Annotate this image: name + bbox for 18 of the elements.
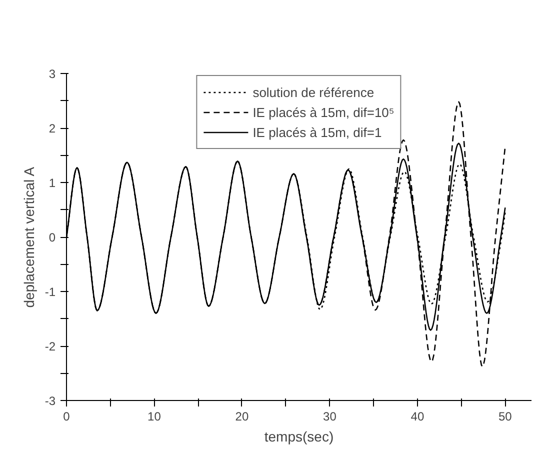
y-tick-label: -2	[44, 340, 56, 354]
x-tick-label: 40	[410, 410, 424, 424]
x-tick-label: 20	[235, 410, 249, 424]
x-tick-label: 10	[148, 410, 162, 424]
legend-label: IE placés à 15m, dif=10⁵	[252, 104, 394, 121]
y-tick-label: -1	[44, 285, 56, 299]
y-tick-label: 1	[48, 176, 56, 190]
x-tick-label: 50	[498, 410, 512, 424]
legend-label: solution de référence	[252, 84, 374, 101]
y-tick-label: 3	[48, 67, 56, 81]
x-tick-label: 30	[323, 410, 337, 424]
y-tick-label: 2	[48, 122, 56, 136]
y-axis-title: deplacement vertical A	[20, 166, 37, 308]
y-tick-label: -3	[44, 394, 56, 408]
y-tick-label: 0	[48, 230, 56, 244]
legend-label: IE placés à 15m, dif=1	[252, 124, 382, 141]
x-tick-label: 0	[63, 410, 70, 424]
x-axis-title: temps(sec)	[264, 428, 334, 444]
